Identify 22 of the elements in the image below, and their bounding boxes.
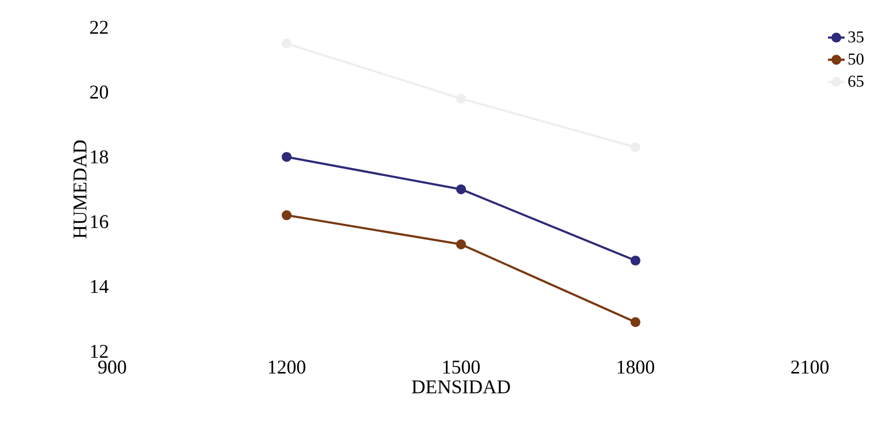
y-tick-label: 18 — [91, 150, 108, 164]
legend-label: 50 — [848, 54, 864, 65]
y-tick-label: 22 — [90, 20, 108, 34]
legend-label: 35 — [848, 31, 864, 43]
y-axis-title: HUMEDAD — [74, 140, 87, 238]
point — [456, 239, 466, 250]
x-tick-label: 1500 — [443, 360, 480, 374]
point — [456, 184, 466, 194]
y-tick-label: 14 — [91, 280, 108, 293]
point — [282, 152, 292, 162]
x-tick-label: 900 — [98, 360, 126, 374]
x-tick-label: 1200 — [268, 360, 306, 374]
x-tick-label: 2100 — [791, 360, 829, 374]
y-tick-label: 16 — [91, 215, 108, 228]
legend-label: 65 — [848, 76, 864, 87]
point — [630, 317, 640, 328]
y-tick-label: 20 — [90, 86, 108, 99]
point — [282, 210, 292, 220]
x-axis-title: DENSIDAD — [412, 380, 510, 394]
y-tick-label: 12 — [91, 344, 108, 358]
point — [630, 256, 640, 266]
x-tick-label: 1800 — [618, 360, 654, 374]
